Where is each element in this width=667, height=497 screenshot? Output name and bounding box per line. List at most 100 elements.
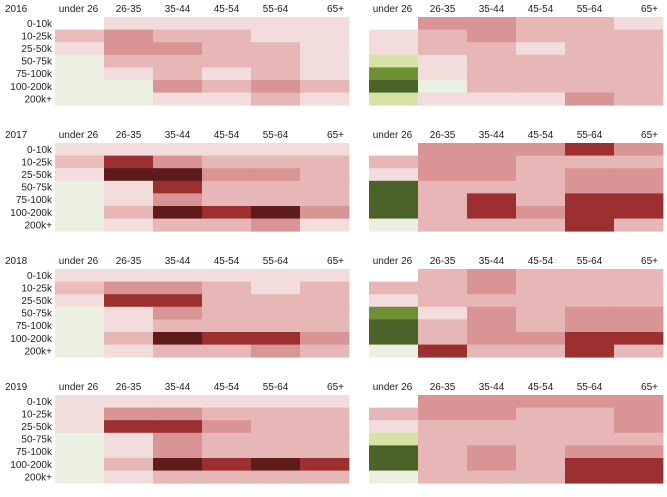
heatmap-cell — [104, 155, 154, 169]
heatmap-cell — [467, 80, 517, 93]
heatmap-cell — [614, 206, 664, 219]
heatmap-cell — [153, 395, 203, 408]
heatmap-cell — [369, 306, 419, 320]
x-tick-label: 26-35 — [116, 130, 142, 141]
heatmap-cell — [300, 80, 350, 93]
heatmap-cell — [369, 143, 419, 156]
heatmap-cell — [467, 306, 517, 320]
heatmap-cell — [516, 432, 566, 446]
heatmap-cell — [153, 168, 203, 182]
heatmap-cell — [202, 92, 252, 106]
heatmap-cell — [418, 67, 468, 81]
heatmap-cell — [153, 54, 203, 68]
heatmap-cell — [614, 332, 664, 345]
y-tick-label: 25-50k — [21, 422, 53, 433]
y-tick-label: 25-50k — [21, 44, 53, 55]
y-tick-label: 50-75k — [21, 435, 53, 446]
y-tick-label: 50-75k — [21, 57, 53, 68]
heatmap-cell — [369, 180, 419, 194]
heatmap-cell — [369, 319, 419, 333]
heatmap-cell — [153, 17, 203, 30]
heatmap-cell — [614, 92, 664, 106]
heatmap-cell — [369, 218, 419, 232]
heatmap-cell — [55, 281, 105, 295]
heatmap-cell — [55, 470, 105, 484]
heatmap-cell — [300, 155, 350, 169]
heatmap-cell — [300, 92, 350, 106]
heatmap-cell — [202, 206, 252, 219]
heatmap-cell — [104, 395, 154, 408]
heatmap-cell — [55, 269, 105, 282]
heatmap-cell — [418, 395, 468, 408]
heatmap-cell — [55, 332, 105, 345]
heatmap-cell — [104, 344, 154, 358]
heatmap-cell — [104, 306, 154, 320]
panel-label: 2018 — [5, 256, 28, 267]
x-tick-label: under 26 — [59, 382, 99, 393]
y-tick-label: 100-200k — [10, 334, 53, 345]
heatmap-cell — [418, 54, 468, 68]
heatmap-cell — [418, 193, 468, 207]
x-tick-label: 65+ — [641, 130, 658, 141]
heatmap-cell — [614, 319, 664, 333]
heatmap-cell — [55, 420, 105, 434]
heatmap-cell — [104, 407, 154, 421]
heatmap-cell — [418, 143, 468, 156]
heatmap-cell — [467, 294, 517, 308]
heatmap-cell — [565, 168, 615, 182]
heatmap-cell — [418, 218, 468, 232]
x-tick-label: 45-54 — [214, 382, 240, 393]
y-tick-label: 75-100k — [16, 195, 53, 206]
heatmap-cell — [614, 193, 664, 207]
heatmap-cell — [153, 458, 203, 471]
heatmap-cell — [418, 445, 468, 459]
heatmap-cell — [467, 269, 517, 282]
heatmap-cell — [565, 92, 615, 106]
heatmap-cell — [55, 294, 105, 308]
heatmap-cell — [300, 206, 350, 219]
heatmap-cell — [251, 432, 301, 446]
y-tick-label: 10-25k — [21, 409, 53, 420]
x-tick-label: 26-35 — [430, 256, 456, 267]
heatmap-cell — [369, 281, 419, 295]
heatmap-cell — [565, 395, 615, 408]
heatmap-cell — [369, 54, 419, 68]
heatmap-cell — [516, 269, 566, 282]
heatmap-cell — [565, 445, 615, 459]
heatmap-cell — [153, 407, 203, 421]
heatmap-cell — [369, 80, 419, 93]
x-tick-label: under 26 — [373, 256, 413, 267]
heatmap-cell — [614, 155, 664, 169]
y-tick-label: 25-50k — [21, 296, 53, 307]
heatmap-cell — [467, 17, 517, 30]
heatmap-cell — [418, 294, 468, 308]
x-tick-label: under 26 — [373, 382, 413, 393]
heatmap-cell — [418, 281, 468, 295]
heatmap-cell — [55, 458, 105, 471]
heatmap-cell — [516, 193, 566, 207]
heatmap-cell — [55, 206, 105, 219]
x-tick-label: 35-44 — [479, 4, 505, 15]
heatmap-cell — [104, 319, 154, 333]
x-tick-label: 55-64 — [263, 130, 289, 141]
heatmap-cell — [614, 407, 664, 421]
heatmap-cell — [251, 407, 301, 421]
heatmap-cell — [202, 269, 252, 282]
heatmap-cell — [565, 432, 615, 446]
heatmap-cell — [202, 155, 252, 169]
heatmap-cell — [418, 17, 468, 30]
heatmap-cell — [614, 143, 664, 156]
heatmap-cell — [467, 29, 517, 43]
heatmap-cell — [369, 29, 419, 43]
heatmap-cell — [516, 29, 566, 43]
heatmap-cell — [418, 420, 468, 434]
heatmap-cell — [55, 445, 105, 459]
heatmap-cell — [300, 269, 350, 282]
heatmap-cell — [153, 67, 203, 81]
heatmap-cell — [202, 180, 252, 194]
y-tick-label: 10-25k — [21, 283, 53, 294]
heatmap-cell — [300, 17, 350, 30]
heatmap-cell — [251, 470, 301, 484]
heatmap-cell — [153, 470, 203, 484]
heatmap-cell — [614, 281, 664, 295]
